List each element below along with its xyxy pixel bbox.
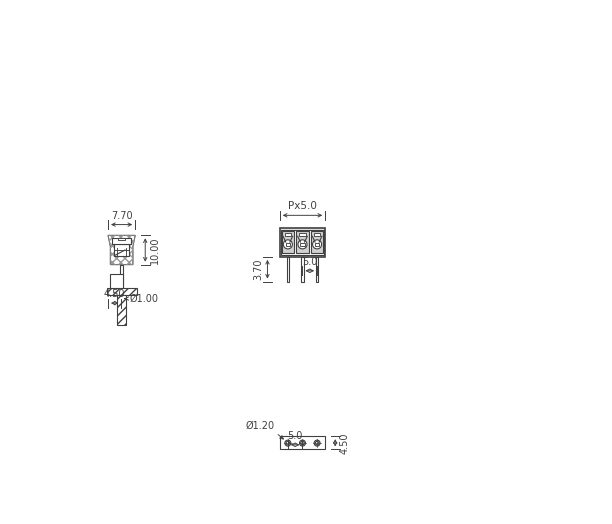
Circle shape [300, 441, 304, 445]
Circle shape [315, 441, 319, 445]
Bar [315, 243, 319, 246]
Circle shape [298, 240, 307, 249]
Bar [110, 274, 122, 288]
Bar [314, 234, 321, 236]
Polygon shape [113, 238, 131, 244]
Text: Px5.0: Px5.0 [288, 202, 317, 212]
Bar [114, 244, 129, 256]
Bar [120, 265, 123, 288]
Bar [118, 238, 125, 240]
Bar [106, 288, 136, 296]
Bar [287, 257, 289, 281]
Bar [302, 257, 304, 281]
Bar [296, 231, 309, 253]
Circle shape [285, 440, 291, 446]
Bar [282, 230, 324, 255]
Text: 10.00: 10.00 [150, 236, 160, 264]
Circle shape [313, 240, 322, 249]
Circle shape [314, 440, 320, 446]
Polygon shape [108, 235, 135, 265]
Circle shape [299, 440, 305, 446]
Bar [117, 296, 125, 325]
Bar [282, 231, 294, 253]
Text: 7.70: 7.70 [111, 211, 132, 221]
Bar [299, 234, 306, 236]
Text: 5.0: 5.0 [288, 431, 303, 441]
Bar [280, 436, 325, 450]
Bar [286, 243, 290, 246]
Text: 4.50: 4.50 [104, 289, 125, 299]
Bar [285, 234, 291, 236]
Text: 5.0: 5.0 [302, 257, 318, 267]
Text: 3.70: 3.70 [253, 258, 263, 280]
Circle shape [286, 441, 289, 445]
Text: Ø1.00: Ø1.00 [129, 293, 158, 303]
Text: 4.50: 4.50 [340, 432, 350, 454]
Bar [300, 243, 305, 246]
Bar [311, 231, 323, 253]
Circle shape [283, 240, 293, 249]
Bar [316, 257, 318, 281]
Bar [280, 227, 325, 257]
Text: Ø1.20: Ø1.20 [245, 421, 274, 431]
